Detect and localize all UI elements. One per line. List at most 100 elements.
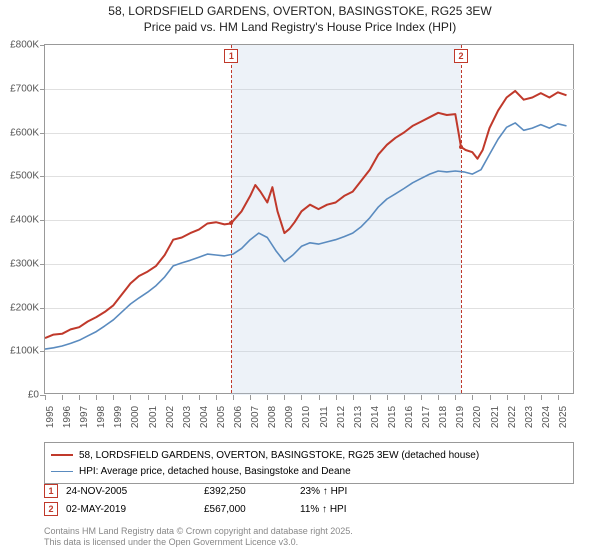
x-axis-label: 1999 [113, 406, 124, 428]
footer-line-1: Contains HM Land Registry data © Crown c… [44, 526, 353, 537]
x-axis-label: 2003 [182, 406, 193, 428]
x-axis-label: 2004 [199, 406, 210, 428]
x-tick [370, 395, 371, 400]
x-tick [182, 395, 183, 400]
x-tick [336, 395, 337, 400]
sale-date: 24-NOV-2005 [66, 486, 196, 497]
x-axis-label: 2022 [507, 406, 518, 428]
x-axis-label: 1995 [45, 406, 56, 428]
sales-table: 1 24-NOV-2005 £392,250 23% ↑ HPI 2 02-MAY-201… [44, 482, 388, 518]
x-tick [455, 395, 456, 400]
legend-label: HPI: Average price, detached house, Basi… [79, 466, 351, 477]
y-axis-label: £400K [1, 215, 39, 226]
x-axis-label: 2019 [455, 406, 466, 428]
x-tick [490, 395, 491, 400]
footer-attribution: Contains HM Land Registry data © Crown c… [44, 526, 353, 548]
x-axis-label: 1997 [79, 406, 90, 428]
legend-swatch [51, 454, 73, 456]
x-axis-label: 2014 [370, 406, 381, 428]
sale-row-number: 1 [44, 484, 58, 498]
sale-date: 02-MAY-2019 [66, 504, 196, 515]
x-tick [438, 395, 439, 400]
x-tick [507, 395, 508, 400]
x-axis-label: 2021 [490, 406, 501, 428]
sale-row: 1 24-NOV-2005 £392,250 23% ↑ HPI [44, 482, 388, 500]
legend-label: 58, LORDSFIELD GARDENS, OVERTON, BASINGS… [79, 450, 479, 461]
x-axis-label: 2023 [524, 406, 535, 428]
x-tick [558, 395, 559, 400]
x-tick [353, 395, 354, 400]
x-tick [404, 395, 405, 400]
x-axis-label: 1998 [96, 406, 107, 428]
x-axis-label: 2016 [404, 406, 415, 428]
y-axis-label: £200K [1, 302, 39, 313]
x-tick [79, 395, 80, 400]
legend-item: 58, LORDSFIELD GARDENS, OVERTON, BASINGS… [51, 447, 567, 463]
x-axis-label: 2020 [472, 406, 483, 428]
sale-delta: 11% ↑ HPI [300, 504, 388, 515]
x-tick [96, 395, 97, 400]
x-axis-label: 2010 [301, 406, 312, 428]
x-tick [199, 395, 200, 400]
x-tick [267, 395, 268, 400]
x-axis-label: 2009 [284, 406, 295, 428]
x-tick [421, 395, 422, 400]
y-axis-label: £0 [1, 390, 39, 401]
x-tick [113, 395, 114, 400]
x-tick [216, 395, 217, 400]
x-axis-label: 2013 [353, 406, 364, 428]
x-tick [233, 395, 234, 400]
x-tick [45, 395, 46, 400]
y-axis-label: £500K [1, 171, 39, 182]
x-tick [472, 395, 473, 400]
x-tick [284, 395, 285, 400]
x-axis-label: 2017 [421, 406, 432, 428]
x-tick [319, 395, 320, 400]
x-tick [541, 395, 542, 400]
x-axis-label: 2008 [267, 406, 278, 428]
x-axis-label: 2011 [319, 406, 330, 428]
sale-row: 2 02-MAY-2019 £567,000 11% ↑ HPI [44, 500, 388, 518]
x-tick [301, 395, 302, 400]
legend-swatch [51, 471, 73, 472]
x-tick [524, 395, 525, 400]
x-axis-label: 2018 [438, 406, 449, 428]
sale-row-number: 2 [44, 502, 58, 516]
sale-delta: 23% ↑ HPI [300, 486, 388, 497]
x-tick [148, 395, 149, 400]
y-axis-label: £700K [1, 83, 39, 94]
x-tick [165, 395, 166, 400]
x-tick [130, 395, 131, 400]
x-tick [250, 395, 251, 400]
y-axis-label: £100K [1, 346, 39, 357]
x-axis-label: 2006 [233, 406, 244, 428]
x-axis-label: 2000 [130, 406, 141, 428]
series-price_paid [45, 91, 567, 338]
x-axis-label: 2001 [148, 406, 159, 428]
sale-price: £567,000 [204, 504, 292, 515]
series-svg [45, 45, 575, 395]
chart-container: 58, LORDSFIELD GARDENS, OVERTON, BASINGS… [0, 0, 600, 560]
legend: 58, LORDSFIELD GARDENS, OVERTON, BASINGS… [44, 442, 574, 484]
x-tick [387, 395, 388, 400]
x-axis-label: 2007 [250, 406, 261, 428]
footer-line-2: This data is licensed under the Open Gov… [44, 537, 353, 548]
series-hpi [45, 123, 567, 349]
x-tick [62, 395, 63, 400]
x-axis-label: 1996 [62, 406, 73, 428]
x-axis-label: 2005 [216, 406, 227, 428]
y-axis-label: £800K [1, 40, 39, 51]
plot-area: £0£100K£200K£300K£400K£500K£600K£700K£80… [44, 44, 574, 394]
chart-title: 58, LORDSFIELD GARDENS, OVERTON, BASINGS… [0, 0, 600, 35]
x-axis-label: 2002 [165, 406, 176, 428]
x-axis-label: 2024 [541, 406, 552, 428]
x-axis-label: 2012 [336, 406, 347, 428]
y-axis-label: £300K [1, 258, 39, 269]
legend-item: HPI: Average price, detached house, Basi… [51, 463, 567, 479]
y-axis-label: £600K [1, 127, 39, 138]
title-line-2: Price paid vs. HM Land Registry's House … [0, 20, 600, 36]
title-line-1: 58, LORDSFIELD GARDENS, OVERTON, BASINGS… [0, 4, 600, 20]
x-axis-label: 2025 [558, 406, 569, 428]
x-axis-label: 2015 [387, 406, 398, 428]
sale-price: £392,250 [204, 486, 292, 497]
